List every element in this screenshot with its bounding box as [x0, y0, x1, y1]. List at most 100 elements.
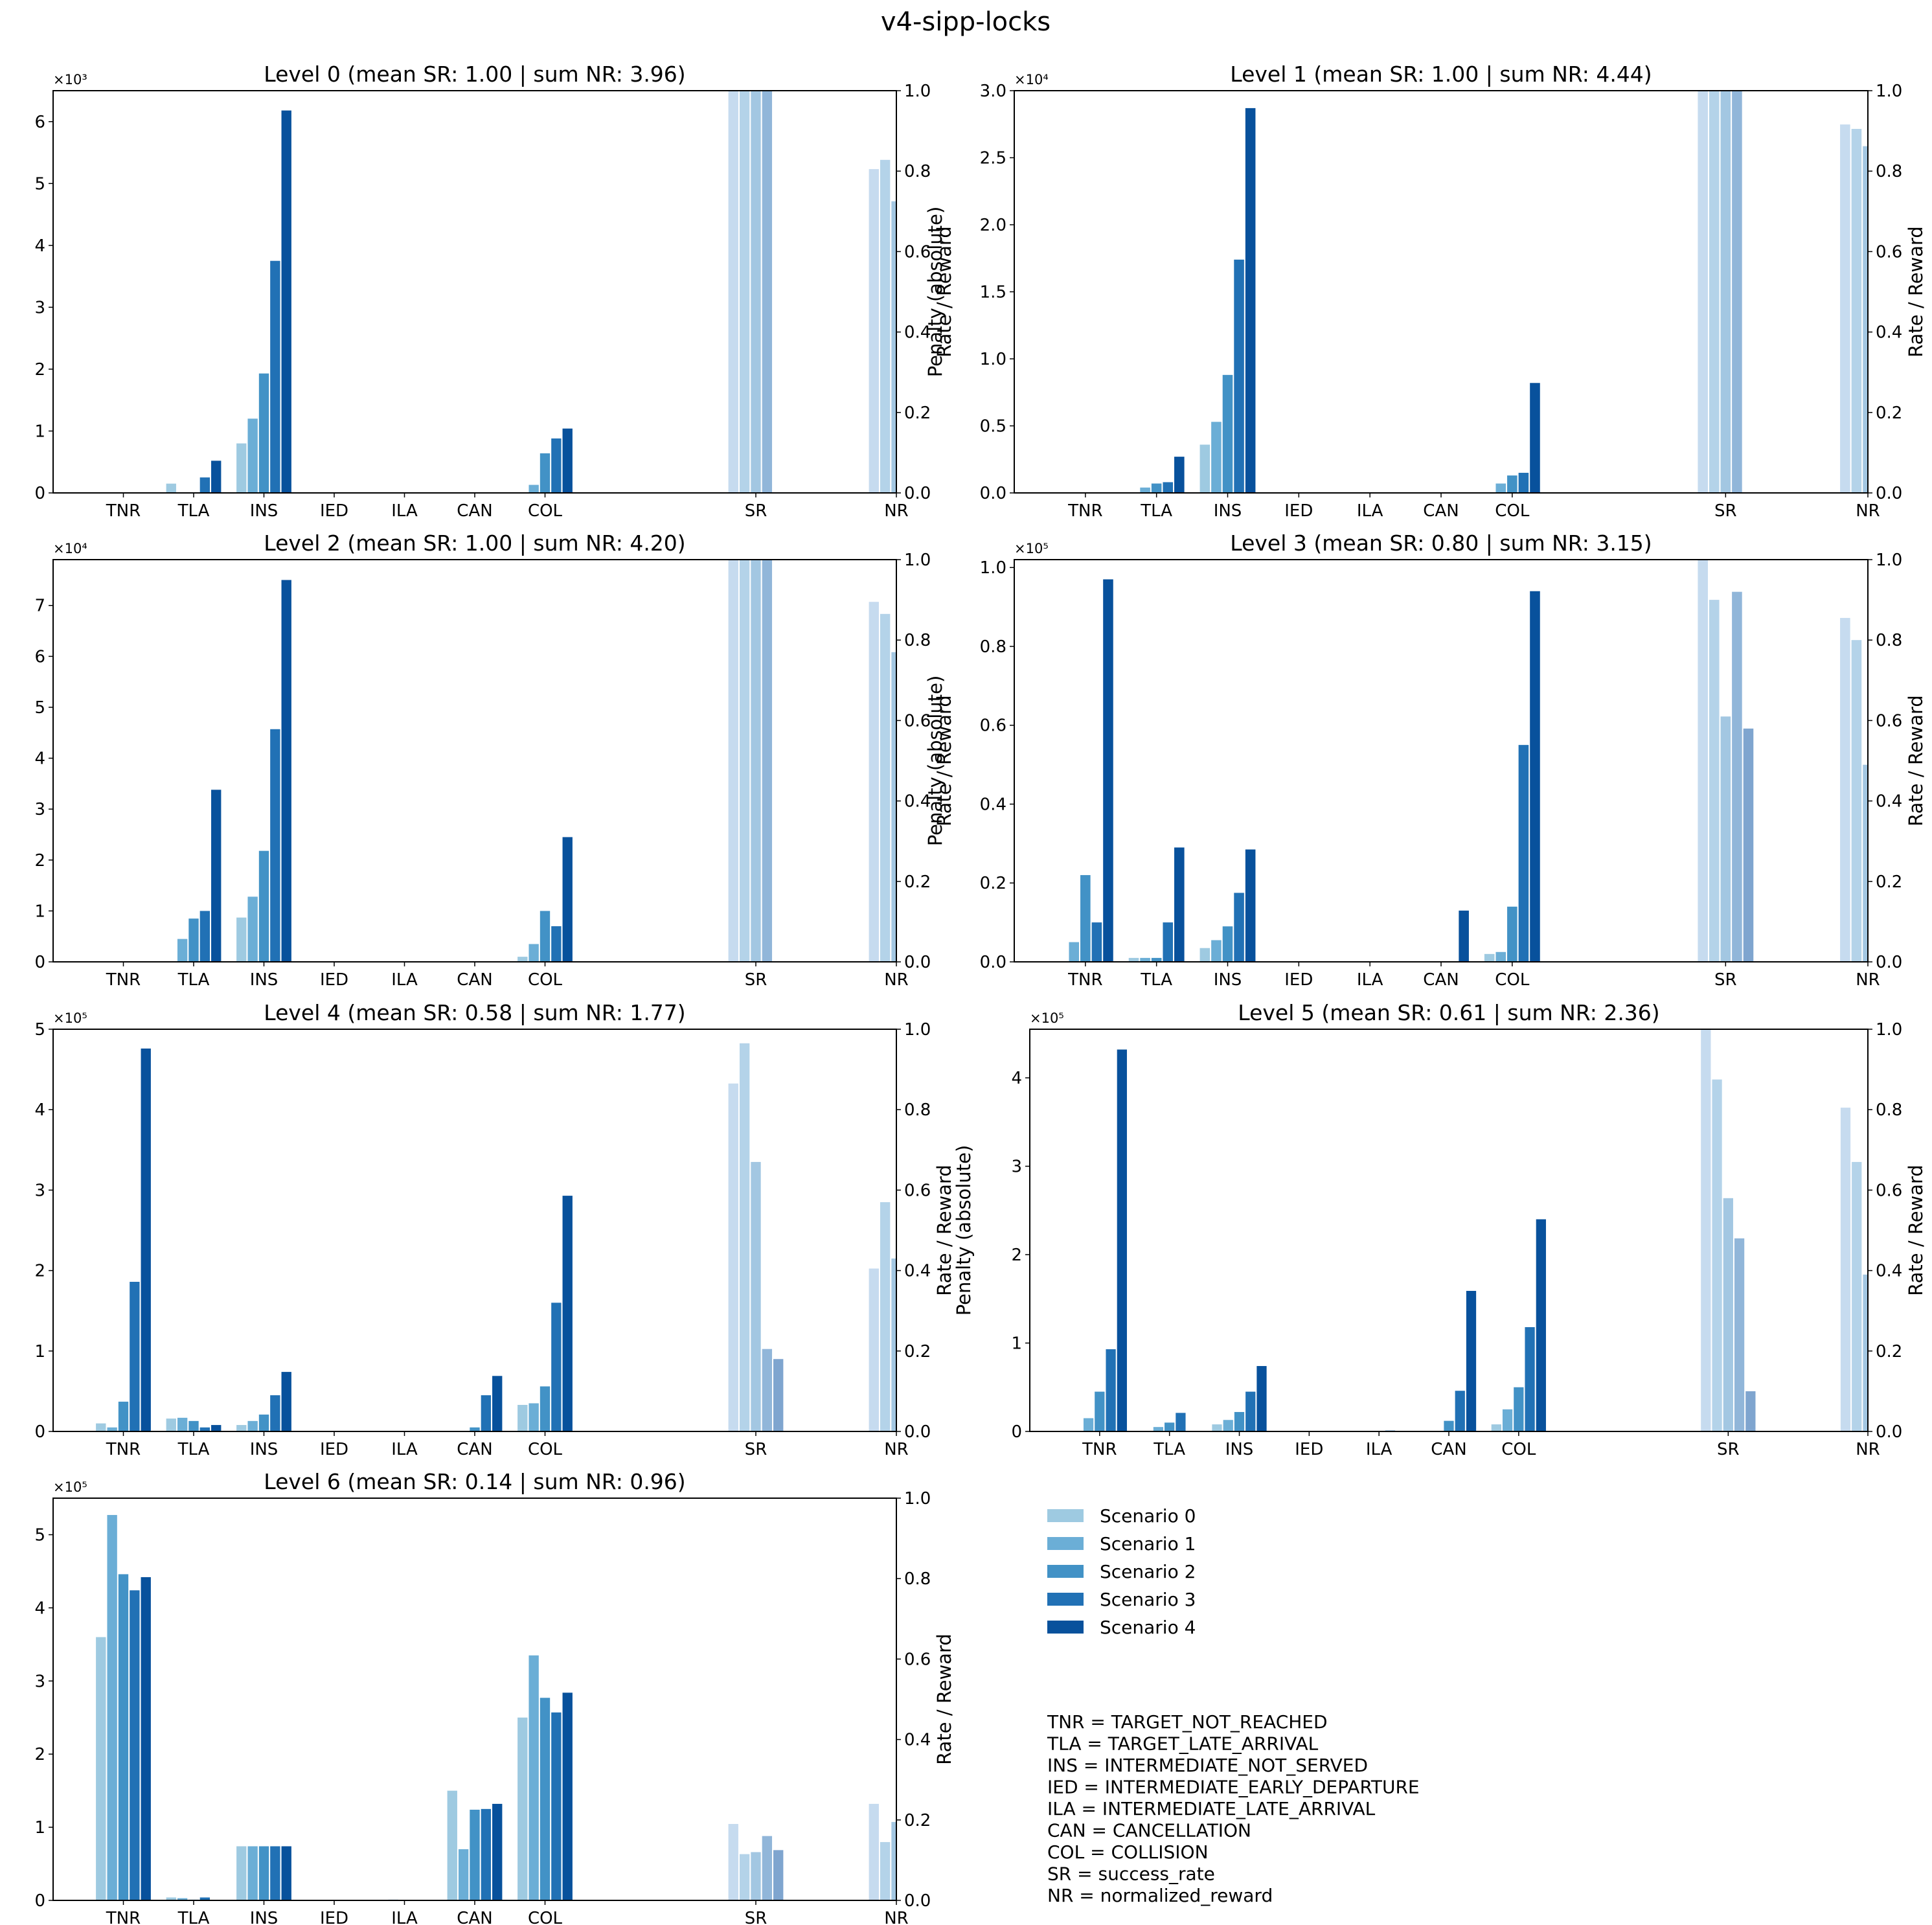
bar-nr-scenario-0	[1840, 124, 1850, 493]
abbreviation-line: CAN = CANCELLATION	[1047, 1820, 1251, 1841]
y2-tick-label: 0.6	[904, 242, 931, 262]
bar-ins-scenario-3	[270, 260, 280, 493]
bar-ins-scenario-2	[258, 850, 269, 962]
bar-tnr-scenario-1	[107, 1514, 117, 1900]
y-tick-label: 4	[34, 1599, 45, 1618]
y-tick-label: 2	[34, 1262, 45, 1281]
x-tick-label-col: COL	[1495, 970, 1530, 990]
x-tick-label-sr: SR	[745, 501, 767, 521]
bars	[1140, 91, 1868, 493]
y-tick-label: 1.0	[980, 558, 1006, 578]
x-tick-label-tla: TLA	[177, 1440, 210, 1459]
x-tick-label-nr: NR	[884, 1440, 909, 1459]
bar-col-scenario-3	[551, 438, 562, 493]
y2-tick-label: 0.8	[1876, 162, 1902, 181]
bar-sr-scenario-0	[728, 1824, 738, 1900]
y2-tick-label: 0.2	[904, 1342, 931, 1361]
panels: 0 1 2 3 4 5 6 0.0 0.2 0.4 0.6 0.8 1.0 TNR TLA INS IED ILA…	[34, 62, 1927, 1925]
y-tick-label: 5	[34, 1525, 45, 1545]
abbreviation-line: TNR = TARGET_NOT_REACHED	[1047, 1711, 1328, 1733]
x-tick-label-tnr: TNR	[106, 1440, 141, 1459]
y2-tick-label: 1.0	[904, 1489, 931, 1509]
bar-tla-scenario-4	[211, 461, 222, 493]
bar-tnr-scenario-4	[1103, 579, 1113, 962]
legend-swatch-scenario-3	[1047, 1593, 1084, 1606]
x-tick-label-ins: INS	[1214, 501, 1242, 521]
y2-axis-label: Rate / Reward	[933, 1165, 955, 1296]
bar-sr-scenario-1	[1709, 600, 1720, 962]
x-tick-label-ins: INS	[1214, 970, 1242, 990]
x-tick-label-ied: IED	[320, 1909, 348, 1925]
bar-tla-scenario-2	[1151, 957, 1162, 962]
bar-col-scenario-1	[1502, 1409, 1513, 1431]
y-tick-label: 0.0	[980, 953, 1006, 972]
y2-tick-label: 0.8	[904, 631, 931, 650]
bar-tnr-scenario-3	[130, 1590, 140, 1900]
bar-sr-scenario-4	[1743, 728, 1754, 962]
y-tick-label: 0.4	[980, 795, 1006, 814]
bar-col-scenario-4	[1530, 383, 1540, 493]
legend-swatch-scenario-0	[1047, 1509, 1084, 1522]
bar-tnr-scenario-1	[1083, 1418, 1094, 1431]
y2-axis-label: Rate / Reward	[933, 1634, 955, 1765]
bar-col-scenario-3	[551, 1712, 562, 1900]
bar-sr-scenario-3	[762, 91, 773, 493]
bar-ins-scenario-1	[247, 1420, 258, 1431]
y2-tick-label: 0.8	[1876, 1100, 1902, 1120]
x-tick-label-ila: ILA	[391, 1909, 418, 1925]
y2-tick-label: 0.2	[1876, 404, 1902, 423]
bar-nr-scenario-4	[1885, 1363, 1895, 1431]
bar-tla-scenario-0	[166, 483, 176, 493]
bar-tla-scenario-3	[1163, 482, 1174, 493]
bars	[177, 560, 896, 962]
x-tick-label-tla: TLA	[1140, 970, 1172, 990]
x-tick-label-nr: NR	[884, 501, 909, 521]
y-tick-label: 3	[1011, 1157, 1022, 1177]
y-tick-label: 4	[34, 1100, 45, 1120]
bar-sr-scenario-0	[728, 1083, 738, 1431]
bar-col-scenario-0	[1491, 1424, 1501, 1431]
y-tick-label: 3.0	[980, 82, 1006, 101]
bar-sr-scenario-3	[762, 1836, 773, 1900]
y2-tick-label: 0.2	[904, 872, 931, 892]
legend-swatch-scenario-2	[1047, 1565, 1084, 1578]
bar-can-scenario-0	[447, 1790, 457, 1900]
x-tick-label-ins: INS	[250, 1909, 278, 1925]
bar-ins-scenario-1	[1211, 940, 1222, 962]
y-axis-exponent: ×10⁵	[1014, 541, 1049, 556]
y2-tick-label: 0.0	[904, 953, 931, 972]
abbreviation-line: INS = INTERMEDIATE_NOT_SERVED	[1047, 1755, 1368, 1776]
bar-sr-scenario-0	[728, 560, 738, 962]
bar-tla-scenario-1	[177, 939, 188, 962]
y-tick-label: 1.0	[980, 350, 1006, 369]
bar-ins-scenario-2	[258, 1846, 269, 1900]
y-tick-label: 1	[34, 422, 45, 441]
bar-tnr-scenario-0	[96, 1423, 106, 1431]
bar-sr-scenario-2	[751, 1852, 761, 1900]
x-tick-label-col: COL	[528, 970, 563, 990]
y2-tick-label: 0.8	[1876, 631, 1902, 650]
y-axis-exponent: ×10⁴	[53, 541, 87, 556]
x-tick-label-ins: INS	[1225, 1440, 1254, 1459]
x-tick-label-tnr: TNR	[1067, 970, 1102, 990]
chart-panel-level-5: 0 1 2 3 4 0.0 0.2 0.4 0.6 0.8 1.0 TNR TLA INS IED ILA CA…	[953, 1000, 1927, 1459]
bars	[1083, 1029, 1895, 1431]
bar-can-scenario-3	[481, 1808, 492, 1900]
bar-sr-scenario-3	[762, 1349, 773, 1431]
bar-nr-scenario-1	[1852, 1161, 1862, 1431]
x-tick-label-ied: IED	[320, 1440, 348, 1459]
x-tick-label-tla: TLA	[177, 501, 210, 521]
y2-tick-label: 1.0	[1876, 551, 1902, 570]
x-tick-label-ied: IED	[1295, 1440, 1323, 1459]
bar-tnr-scenario-2	[1080, 875, 1091, 962]
chart-panel-level-2: 0 1 2 3 4 5 6 7 0.0 0.2 0.4 0.6 0.8 1.0 TNR TLA INS IED IL…	[34, 530, 955, 990]
chart-panel-level-6: 0 1 2 3 4 5 0.0 0.2 0.4 0.6 0.8 1.0 TNR TLA INS IED ILA C…	[34, 1469, 955, 1925]
x-tick-label-can: CAN	[1423, 501, 1459, 521]
bar-ins-scenario-3	[270, 729, 280, 962]
x-tick-label-tnr: TNR	[106, 501, 141, 521]
y-tick-label: 4	[34, 236, 45, 256]
legend-label-scenario-3: Scenario 3	[1100, 1589, 1196, 1610]
bar-sr-scenario-2	[751, 1161, 761, 1431]
bar-col-scenario-1	[528, 1655, 539, 1900]
